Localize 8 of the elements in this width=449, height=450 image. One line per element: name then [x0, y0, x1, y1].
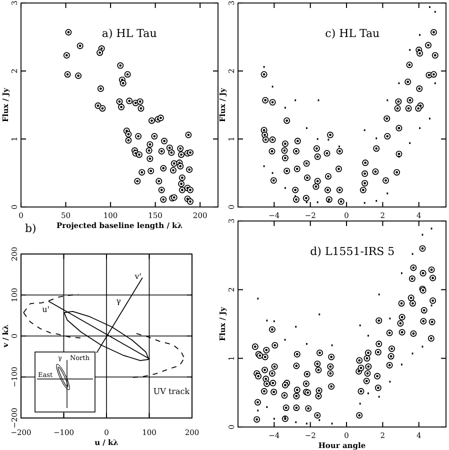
- annotation: γ: [116, 296, 122, 306]
- text: d) L1551-IRS 5: [310, 245, 395, 258]
- chart-title: b): [25, 222, 36, 235]
- text: a) HL Tau: [102, 27, 157, 40]
- text: c) HL Tau: [325, 27, 380, 40]
- annotation: u': [42, 304, 50, 314]
- annotation: UV track: [153, 386, 190, 396]
- annotation: v': [134, 272, 142, 282]
